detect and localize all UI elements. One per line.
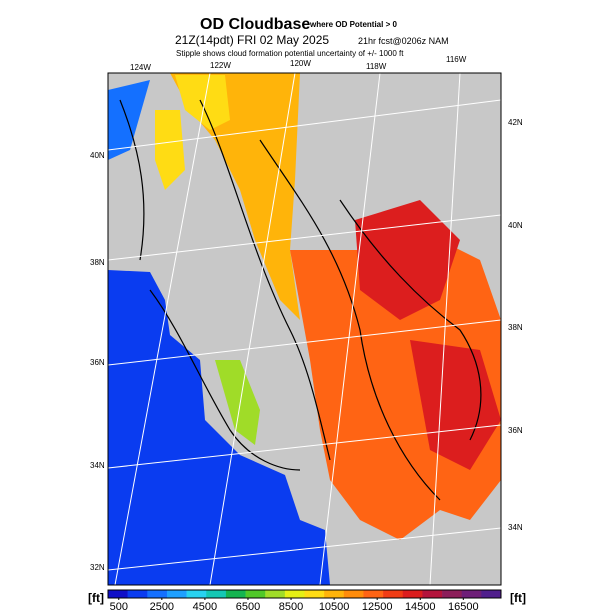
lon-label: 116W (446, 55, 467, 64)
colorbar-swatch (402, 590, 423, 598)
colorbar-swatch (481, 590, 502, 598)
mountain-band (170, 73, 300, 320)
grid-line (114, 72, 211, 586)
lon-label: 118W (366, 62, 387, 71)
colorbar-swatch (225, 590, 246, 598)
colorbar-swatch (127, 590, 148, 598)
colorbar: 500 2500 4500 6500 8500 10500 12500 14500 16500 (107, 589, 502, 611)
map-labels: 124W 122W 120W 118W 116W 40N 38N 36N 34N 32N 42N 40… (90, 55, 523, 572)
colorbar-label: 6500 (236, 601, 260, 611)
contour (259, 139, 441, 501)
grid-line (209, 72, 296, 586)
colorbar-swatch (343, 590, 364, 598)
lon-label: 122W (210, 61, 231, 70)
colorbar-label: 500 (110, 601, 128, 611)
colorbar-swatch (186, 590, 207, 598)
lat-label: 40N (90, 151, 105, 160)
lon-label: 120W (290, 59, 311, 68)
colorbar-swatch (363, 590, 384, 598)
grid-line (319, 72, 381, 586)
colorbar-swatch (265, 590, 286, 598)
basin (290, 230, 501, 540)
coast-low (108, 80, 150, 160)
lat-label: 36N (90, 358, 105, 367)
grid-line (107, 527, 502, 571)
colorbar-swatch (461, 590, 482, 598)
title: OD Cloudbase (200, 16, 310, 33)
contours (119, 99, 482, 501)
graticule (107, 72, 502, 586)
lat-label: 40N (508, 221, 523, 230)
colorbar-swatch (108, 590, 128, 598)
map (107, 72, 502, 586)
unit-label: [ft] (510, 591, 526, 605)
note: Stipple shows cloud formation potential … (176, 49, 404, 58)
contour (199, 99, 331, 461)
colorbar-label: 8500 (279, 601, 303, 611)
forecast: 21hr fcst@0206z NAM (358, 36, 449, 46)
colorbar-label: 2500 (150, 601, 174, 611)
colorbar-swatch (304, 590, 325, 598)
colorbar-swatch (324, 590, 345, 598)
colorbar-swatch (166, 590, 187, 598)
colorbar-swatch (442, 590, 462, 598)
colorbar-swatch (206, 590, 227, 598)
colorbar-label: 4500 (193, 601, 217, 611)
colorbar-swatch (422, 590, 443, 598)
coastal-range (215, 360, 260, 445)
colorbar-label: 12500 (362, 601, 393, 611)
grid-line (107, 214, 502, 261)
ridge (155, 110, 185, 190)
map-frame (107, 72, 502, 586)
grid-line (107, 99, 502, 151)
lat-label: 38N (508, 323, 523, 332)
colorbar-label: 16500 (448, 601, 479, 611)
colorbar-swatch (147, 590, 168, 598)
colorbar-label: 14500 (405, 601, 436, 611)
grid-line (429, 72, 461, 586)
lat-label: 34N (508, 523, 523, 532)
colorbar-frame (107, 589, 502, 599)
grid-line (107, 424, 502, 469)
ocean-low (108, 270, 330, 585)
lat-label: 42N (508, 118, 523, 127)
lat-label: 38N (90, 258, 105, 267)
high-band (175, 75, 230, 130)
lat-label: 36N (508, 426, 523, 435)
colorbar-swatch (245, 590, 266, 598)
grid-line (107, 319, 502, 366)
contour (339, 199, 482, 441)
lon-label: 124W (130, 63, 151, 72)
valid-time: 21Z(14pdt) FRI 02 May 2025 (175, 33, 329, 47)
colorbar-swatch (284, 590, 305, 598)
high-desert (355, 200, 460, 320)
contour (119, 99, 145, 261)
lat-label: 34N (90, 461, 105, 470)
colorbar-label: 10500 (319, 601, 350, 611)
unit-label: [ft] (88, 591, 104, 605)
colorbar-swatch (383, 590, 404, 598)
title-note: where OD Potential > 0 (309, 20, 397, 29)
contour (149, 289, 301, 471)
lat-label: 32N (90, 563, 105, 572)
